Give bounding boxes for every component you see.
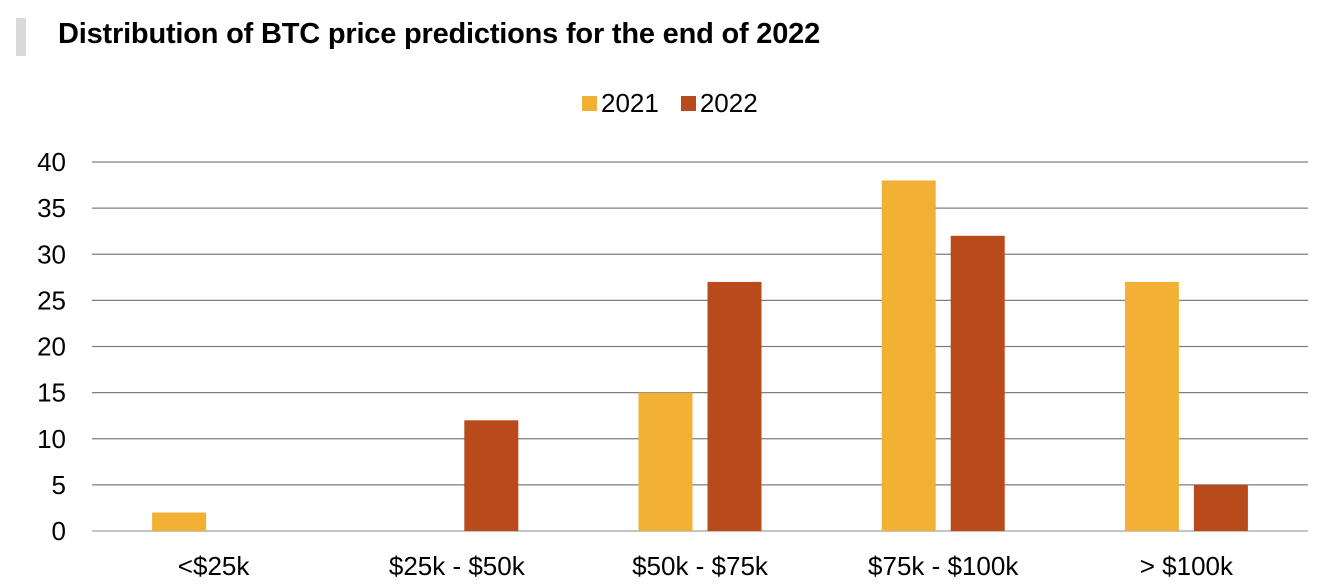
x-tick-label-4: > $100k [1140,551,1234,581]
bar-2021-3 [881,180,936,531]
y-tick-label-5: 5 [52,470,66,500]
y-tick-label-0: 0 [52,516,66,546]
y-tick-label-10: 10 [37,424,66,454]
bar-2022-4 [1193,484,1248,531]
bar-2022-2 [707,281,762,531]
y-tick-label-40: 40 [37,147,66,177]
y-tick-label-25: 25 [37,285,66,315]
y-tick-label-15: 15 [37,378,66,408]
legend-label-2021: 2021 [601,88,659,118]
legend-swatch-2021 [582,96,597,111]
legend-item-2021: 2021 [582,88,659,119]
title-accent-bar [16,18,26,56]
x-tick-label-3: $75k - $100k [868,551,1019,581]
bar-2021-2 [638,392,693,531]
legend-label-2022: 2022 [699,88,758,118]
bar-2021-0 [152,512,207,531]
x-tick-label-2: $50k - $75k [632,551,769,581]
chart-legend: 2021 2022 [582,88,780,119]
y-tick-label-35: 35 [37,193,66,223]
legend-item-2022: 2022 [680,88,758,119]
y-tick-label-30: 30 [37,239,66,269]
legend-swatch-2022 [680,96,696,111]
chart-title: Distribution of BTC price predictions fo… [58,18,820,50]
bar-2022-3 [950,235,1005,532]
bar-2022-1 [464,420,519,531]
x-tick-label-1: $25k - $50k [389,551,526,581]
y-tick-label-20: 20 [37,332,66,362]
bar-2021-4 [1124,281,1179,531]
x-tick-label-0: <$25k [178,551,251,581]
